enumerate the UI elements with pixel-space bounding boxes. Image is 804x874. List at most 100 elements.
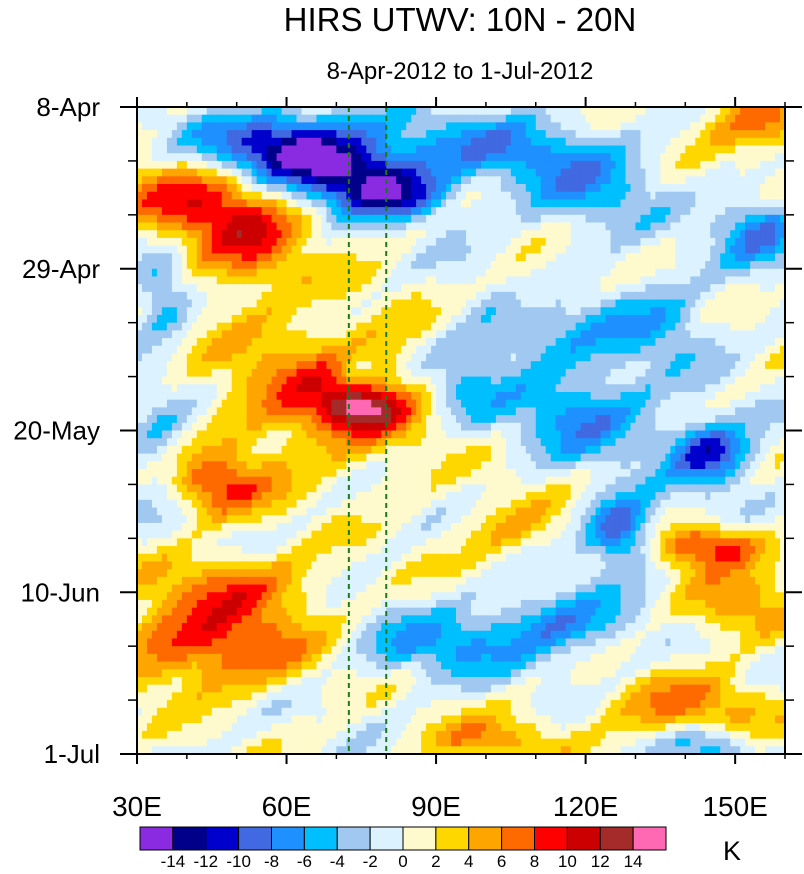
- heatmap-cell: [431, 114, 437, 123]
- heatmap-cell: [495, 353, 502, 362]
- heatmap-cell: [256, 245, 263, 254]
- heatmap-cell: [740, 322, 746, 331]
- heatmap-cell: [745, 145, 751, 154]
- heatmap-cell: [176, 137, 183, 147]
- heatmap-cell: [485, 230, 492, 239]
- heatmap-cell: [196, 214, 203, 224]
- heatmap-cell: [515, 384, 522, 393]
- heatmap-cell: [441, 207, 447, 216]
- heatmap-cell: [585, 107, 592, 116]
- heatmap-cell: [670, 268, 676, 278]
- heatmap-cell: [226, 237, 233, 247]
- heatmap-cell: [346, 153, 352, 162]
- heatmap-cell: [525, 322, 532, 331]
- heatmap-cell: [680, 168, 686, 177]
- heatmap-cell: [560, 384, 567, 393]
- heatmap-cell: [171, 114, 178, 123]
- heatmap-cell: [545, 168, 552, 177]
- heatmap-cell: [625, 307, 632, 316]
- heatmap-cell: [600, 168, 607, 177]
- heatmap-cell: [625, 261, 632, 270]
- heatmap-cell: [451, 168, 457, 177]
- heatmap-cell: [715, 245, 721, 254]
- heatmap-cell: [231, 153, 238, 162]
- heatmap-cell: [715, 191, 721, 201]
- heatmap-cell: [366, 338, 372, 347]
- heatmap-cell: [451, 114, 457, 123]
- heatmap-cell: [680, 284, 686, 293]
- heatmap-cell: [555, 384, 562, 393]
- heatmap-cell: [221, 137, 228, 147]
- heatmap-cell: [690, 245, 696, 254]
- heatmap-cell: [675, 284, 681, 293]
- heatmap-cell: [505, 338, 512, 347]
- heatmap-cell: [500, 184, 507, 193]
- heatmap-cell: [545, 199, 552, 208]
- heatmap-cell: [545, 153, 552, 162]
- heatmap-cell: [535, 322, 542, 331]
- heatmap-cell: [760, 107, 766, 116]
- heatmap-cell: [705, 114, 711, 123]
- heatmap-cell: [555, 160, 562, 170]
- heatmap-cell: [515, 314, 522, 324]
- heatmap-cell: [635, 276, 642, 285]
- heatmap-cell: [451, 191, 457, 201]
- heatmap-cell: [610, 230, 617, 239]
- heatmap-cell: [461, 338, 467, 347]
- heatmap-cell: [336, 399, 342, 408]
- heatmap-cell: [376, 314, 382, 324]
- heatmap-cell: [765, 338, 771, 347]
- heatmap-cell: [137, 345, 143, 355]
- heatmap-cell: [670, 114, 676, 123]
- anomaly-field: [137, 107, 786, 755]
- heatmap-cell: [426, 384, 432, 393]
- heatmap-cell: [510, 176, 517, 185]
- heatmap-cell: [750, 276, 756, 285]
- heatmap-cell: [391, 307, 397, 316]
- heatmap-cell: [670, 284, 676, 293]
- heatmap-cell: [171, 338, 178, 347]
- heatmap-cell: [700, 384, 706, 393]
- heatmap-cell: [326, 391, 332, 401]
- heatmap-cell: [645, 214, 652, 224]
- heatmap-cell: [520, 222, 527, 231]
- heatmap-cell: [615, 345, 622, 355]
- heatmap-cell: [580, 237, 587, 247]
- heatmap-cell: [640, 214, 647, 224]
- heatmap-cell: [256, 184, 263, 193]
- heatmap-cell: [381, 245, 387, 254]
- heatmap-cell: [406, 314, 412, 324]
- heatmap-cell: [635, 114, 642, 123]
- heatmap-cell: [356, 353, 362, 362]
- heatmap-cell: [231, 253, 238, 262]
- heatmap-cell: [356, 314, 362, 324]
- heatmap-cell: [236, 199, 243, 208]
- heatmap-cell: [770, 391, 776, 401]
- heatmap-cell: [495, 384, 502, 393]
- heatmap-cell: [585, 145, 592, 154]
- heatmap-cell: [540, 199, 547, 208]
- heatmap-cell: [181, 153, 188, 162]
- heatmap-cell: [181, 168, 188, 177]
- heatmap-cell: [535, 291, 542, 301]
- heatmap-cell: [141, 122, 148, 131]
- heatmap-cell: [416, 114, 422, 123]
- heatmap-cell: [236, 299, 243, 308]
- heatmap-cell: [695, 368, 701, 378]
- heatmap-cell: [750, 145, 756, 154]
- heatmap-cell: [665, 237, 671, 247]
- heatmap-cell: [605, 122, 612, 131]
- heatmap-cell: [515, 361, 522, 370]
- heatmap-cell: [301, 122, 308, 131]
- heatmap-cell: [221, 345, 228, 355]
- heatmap-cell: [545, 338, 552, 347]
- heatmap-cell: [341, 376, 347, 385]
- heatmap-cell: [735, 237, 741, 247]
- heatmap-cell: [725, 114, 731, 123]
- heatmap-cell: [760, 268, 766, 278]
- heatmap-cell: [660, 391, 666, 401]
- heatmap-cell: [670, 307, 676, 316]
- heatmap-cell: [431, 137, 437, 147]
- heatmap-cell: [396, 291, 402, 301]
- heatmap-cell: [137, 114, 143, 123]
